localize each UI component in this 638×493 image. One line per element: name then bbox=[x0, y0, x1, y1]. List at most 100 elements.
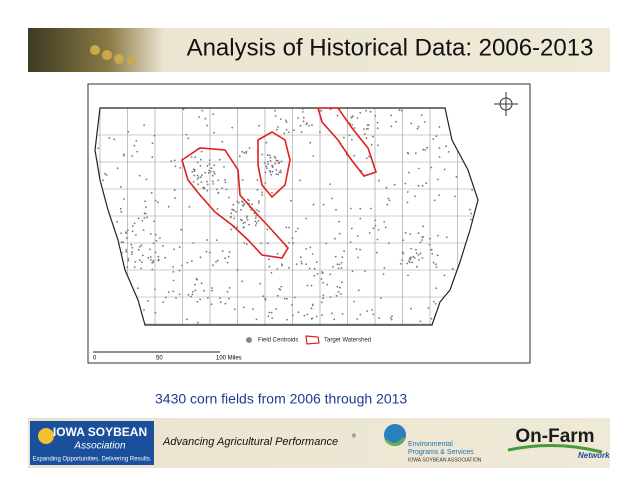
centroid bbox=[191, 171, 194, 173]
centroid bbox=[145, 178, 148, 181]
centroid bbox=[351, 116, 354, 118]
centroid bbox=[423, 121, 426, 123]
centroid bbox=[386, 203, 389, 206]
centroid bbox=[258, 200, 260, 203]
centroid bbox=[285, 226, 288, 229]
centroid bbox=[331, 197, 333, 200]
centroid bbox=[127, 258, 130, 260]
centroid bbox=[152, 261, 155, 264]
centroid bbox=[151, 268, 154, 271]
centroid bbox=[274, 109, 276, 112]
centroid bbox=[349, 241, 352, 244]
centroid bbox=[395, 120, 397, 123]
centroid bbox=[326, 283, 329, 286]
centroid bbox=[199, 176, 202, 179]
centroid bbox=[194, 156, 197, 159]
ofn-sub: Network bbox=[578, 451, 610, 460]
centroid bbox=[288, 226, 290, 229]
centroid bbox=[192, 242, 195, 244]
centroid bbox=[379, 297, 382, 299]
centroid bbox=[237, 201, 240, 204]
centroid bbox=[366, 124, 369, 126]
centroid bbox=[196, 321, 199, 324]
centroid bbox=[264, 162, 266, 165]
centroid bbox=[210, 170, 212, 173]
centroid bbox=[167, 205, 170, 208]
centroid bbox=[178, 246, 181, 249]
centroid bbox=[388, 199, 391, 202]
centroid bbox=[322, 203, 325, 206]
centroid bbox=[104, 172, 106, 175]
centroid bbox=[435, 266, 438, 268]
centroid bbox=[152, 242, 155, 245]
centroid bbox=[303, 314, 306, 317]
centroid bbox=[150, 191, 153, 194]
centroid bbox=[120, 210, 123, 213]
centroid bbox=[291, 237, 294, 240]
centroid bbox=[264, 182, 267, 184]
centroid bbox=[275, 308, 278, 310]
centroid bbox=[320, 109, 323, 112]
centroid bbox=[409, 258, 412, 261]
centroid bbox=[451, 267, 454, 270]
centroid bbox=[426, 146, 429, 149]
centroid bbox=[131, 246, 134, 249]
centroid bbox=[276, 252, 279, 255]
centroid bbox=[164, 296, 167, 299]
centroid bbox=[382, 273, 385, 275]
centroid bbox=[215, 239, 218, 242]
centroid bbox=[223, 166, 225, 168]
centroid bbox=[305, 217, 308, 220]
centroid bbox=[293, 296, 296, 299]
legend-label: Target Watershed bbox=[324, 338, 371, 344]
centroid bbox=[246, 219, 249, 221]
centroid bbox=[122, 241, 125, 244]
centroid bbox=[230, 212, 233, 215]
centroid bbox=[364, 133, 366, 135]
centroid bbox=[231, 208, 234, 211]
centroid bbox=[208, 169, 211, 172]
centroid bbox=[194, 283, 196, 286]
centroid bbox=[212, 183, 215, 185]
centroid bbox=[305, 263, 307, 266]
centroid bbox=[288, 266, 290, 269]
centroid bbox=[242, 205, 245, 207]
centroid bbox=[147, 257, 150, 259]
centroid bbox=[212, 264, 215, 267]
centroid bbox=[419, 241, 422, 244]
centroid bbox=[97, 147, 100, 150]
centroid bbox=[232, 203, 235, 206]
centroid bbox=[341, 256, 344, 259]
centroid bbox=[359, 313, 362, 316]
centroid bbox=[340, 267, 343, 269]
centroid bbox=[244, 221, 246, 224]
centroid bbox=[192, 168, 195, 171]
centroid bbox=[413, 257, 416, 259]
centroid bbox=[421, 257, 424, 259]
centroid bbox=[143, 217, 146, 219]
centroid bbox=[337, 291, 340, 293]
centroid bbox=[247, 199, 250, 202]
centroid bbox=[336, 263, 339, 266]
centroid bbox=[339, 293, 342, 295]
centroid bbox=[143, 309, 145, 311]
centroid bbox=[297, 117, 299, 119]
centroid bbox=[372, 313, 375, 316]
centroid bbox=[338, 220, 341, 223]
centroid bbox=[145, 206, 147, 209]
centroid bbox=[217, 179, 220, 182]
centroid bbox=[138, 245, 141, 248]
centroid bbox=[419, 320, 422, 323]
centroid bbox=[248, 147, 251, 149]
centroid bbox=[180, 228, 183, 231]
centroid bbox=[190, 324, 193, 325]
centroid bbox=[102, 179, 104, 182]
centroid bbox=[154, 251, 157, 254]
centroid bbox=[243, 203, 246, 206]
centroid bbox=[197, 176, 200, 179]
centroid bbox=[468, 208, 471, 211]
centroid bbox=[269, 156, 272, 159]
centroid bbox=[357, 235, 359, 237]
centroid bbox=[266, 228, 269, 231]
centroid bbox=[245, 152, 248, 155]
